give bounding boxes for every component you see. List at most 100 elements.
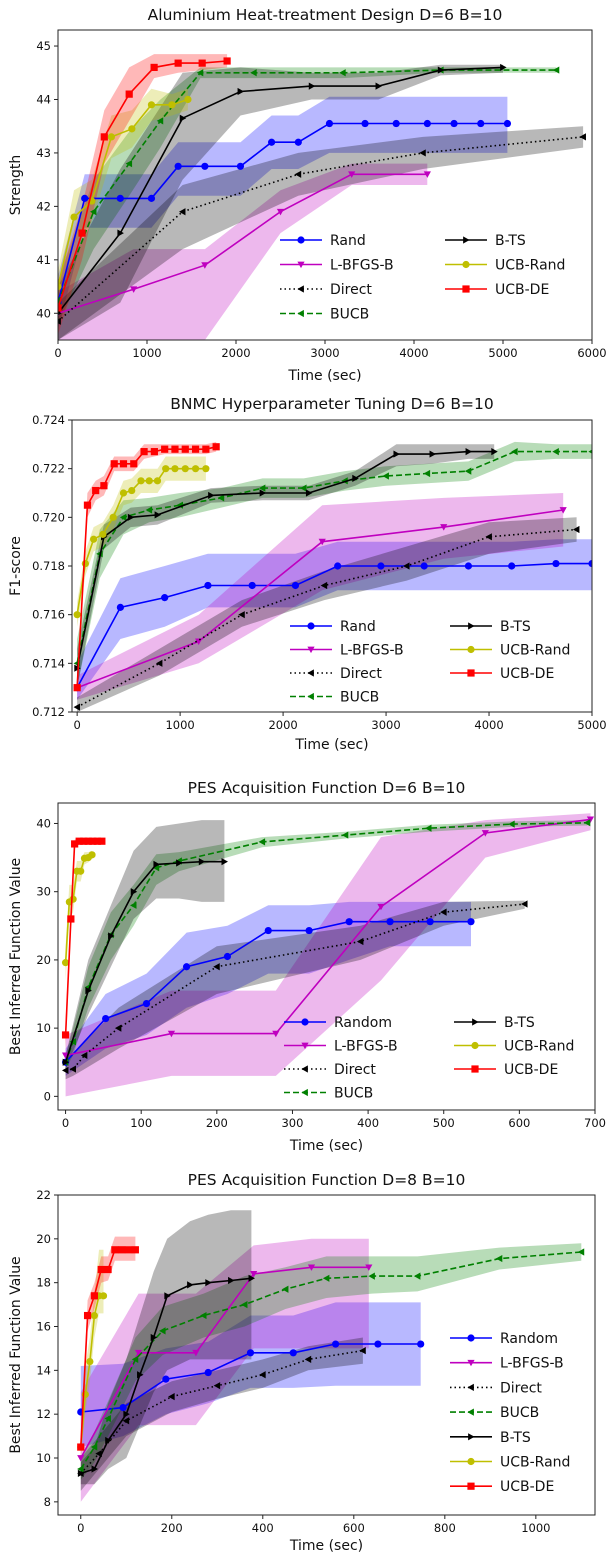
data-point-random: [142, 999, 151, 1008]
y-tick-label: 0.720: [32, 510, 65, 524]
data-point-b-ts: [137, 1371, 144, 1379]
x-tick-label: 2000: [221, 346, 250, 360]
legend-marker: [467, 1408, 474, 1416]
data-point-l-bfgs-b: [201, 262, 209, 269]
x-tick-label: 600: [508, 1116, 530, 1130]
legend-item-l-bfgs-b: L-BFGS-B: [450, 1356, 564, 1372]
data-point-rand: [174, 162, 182, 170]
data-point-b-ts: [127, 513, 135, 521]
data-point-bucb: [119, 513, 127, 521]
data-point-direct: [485, 533, 492, 541]
data-point-b-ts: [437, 66, 445, 74]
legend-item-bucb: BUCB: [290, 690, 379, 706]
legend-item-ucb-de: UCB-DE: [445, 282, 549, 298]
data-point-b-ts: [130, 888, 138, 896]
data-point-b-ts: [237, 87, 245, 96]
data-point-bucb: [250, 69, 257, 77]
legend-item-b-ts: B-TS: [445, 233, 526, 249]
legend-item-rand: Rand: [290, 619, 376, 635]
legend-marker: [467, 1383, 474, 1391]
legend-item-ucb-rand: UCB-Rand: [445, 258, 565, 274]
x-tick-label: 400: [357, 1116, 379, 1130]
data-point-random: [345, 918, 353, 926]
x-tick-label: 600: [343, 1521, 365, 1535]
data-point-ucb-de: [100, 482, 108, 490]
data-point-b-ts: [153, 860, 160, 868]
data-point-b-ts: [176, 859, 183, 867]
legend-label: BUCB: [340, 690, 379, 706]
legend: Rand L-BFGS-B Direct BUCB B-TS UCB-Rand UCB-DE: [290, 619, 570, 706]
data-point-b-ts: [308, 82, 316, 90]
legend-marker: [297, 309, 304, 318]
data-point-rand: [420, 562, 428, 570]
legend-marker: [471, 1065, 479, 1073]
legend-item-direct: Direct: [450, 1380, 542, 1396]
legend-item-b-ts: B-TS: [454, 1015, 535, 1031]
confidence-band-bucb: [77, 441, 592, 688]
data-point-random: [264, 926, 272, 935]
x-tick-label: 200: [161, 1521, 183, 1535]
confidence-band-bucb: [80, 1243, 582, 1480]
data-point-l-bfgs-b: [276, 208, 285, 216]
x-tick-label: 6000: [577, 346, 606, 360]
data-point-bucb: [382, 472, 389, 480]
confidence-band-ucb-de: [80, 1236, 136, 1458]
legend-label: B-TS: [500, 1430, 531, 1446]
y-tick-label: 0.718: [32, 559, 65, 573]
data-point-b-ts: [123, 1410, 130, 1418]
chart-title: BNMC Hyperparameter Tuning D=6 B=10: [170, 395, 493, 413]
data-point-ucb-de: [124, 1246, 133, 1254]
legend-marker: [301, 1018, 309, 1026]
data-point-bucb: [423, 469, 431, 478]
data-point-random: [119, 1404, 127, 1412]
data-point-b-ts: [248, 1274, 256, 1282]
legend-label: Direct: [500, 1380, 542, 1396]
chart-panel-pes-d6: PES Acquisition Function D=6 B=10 0 100 200…: [0, 770, 607, 1165]
data-point-ucb-de: [77, 1443, 85, 1451]
series-line-b-ts: [64, 860, 225, 1063]
data-point-random: [305, 926, 313, 935]
legend-marker: [467, 1457, 475, 1466]
data-point-bucb: [200, 1311, 207, 1320]
data-point-l-bfgs-b: [195, 638, 203, 646]
legend-marker: [301, 1065, 308, 1073]
data-point-ucb-de: [78, 229, 86, 237]
legend-label: B-TS: [495, 233, 526, 249]
y-tick-label: 0: [44, 1089, 51, 1103]
data-point-direct: [69, 1065, 77, 1073]
data-point-bucb: [341, 477, 348, 485]
data-point-random: [426, 918, 434, 926]
data-point-b-ts: [58, 311, 62, 316]
x-tick-label: 5000: [577, 718, 606, 732]
data-point-bucb: [196, 69, 204, 77]
confidence-band-rand: [58, 96, 508, 330]
series-direct: [58, 133, 586, 325]
data-point-direct: [114, 1024, 122, 1032]
series-line-l-bfgs-b: [80, 1266, 369, 1459]
data-point-direct: [403, 562, 410, 570]
data-point-bucb: [217, 494, 225, 502]
data-point-direct: [58, 317, 61, 325]
legend-marker: [467, 1359, 475, 1367]
series-bucb: [77, 1248, 585, 1473]
data-point-rand: [552, 559, 560, 568]
data-point-random: [102, 1014, 110, 1023]
data-point-bucb: [258, 838, 266, 846]
data-point-l-bfgs-b: [559, 507, 567, 514]
legend-label: L-BFGS-B: [334, 1039, 398, 1055]
data-point-bucb: [511, 448, 518, 456]
series-ucb-rand: [73, 465, 210, 619]
y-tick-label: 40: [36, 816, 51, 830]
data-point-random: [204, 1368, 212, 1377]
series-b-ts: [58, 63, 507, 316]
data-point-rand: [291, 581, 300, 590]
data-point-random: [289, 1349, 297, 1357]
series-line-ucb-de: [58, 60, 228, 309]
y-tick-label: 43: [36, 146, 51, 160]
data-point-b-ts: [77, 1469, 85, 1477]
data-point-random: [374, 1340, 382, 1348]
x-tick-label: 4000: [474, 718, 503, 732]
data-point-direct: [304, 1355, 312, 1363]
data-point-l-bfgs-b: [250, 1271, 258, 1278]
data-point-bucb: [104, 1414, 111, 1423]
